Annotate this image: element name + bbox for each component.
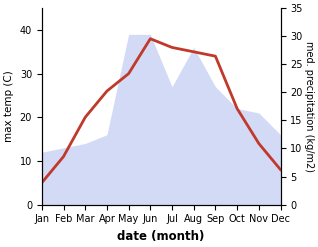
X-axis label: date (month): date (month) xyxy=(117,230,205,243)
Y-axis label: max temp (C): max temp (C) xyxy=(4,70,14,142)
Y-axis label: med. precipitation (kg/m2): med. precipitation (kg/m2) xyxy=(304,41,314,172)
